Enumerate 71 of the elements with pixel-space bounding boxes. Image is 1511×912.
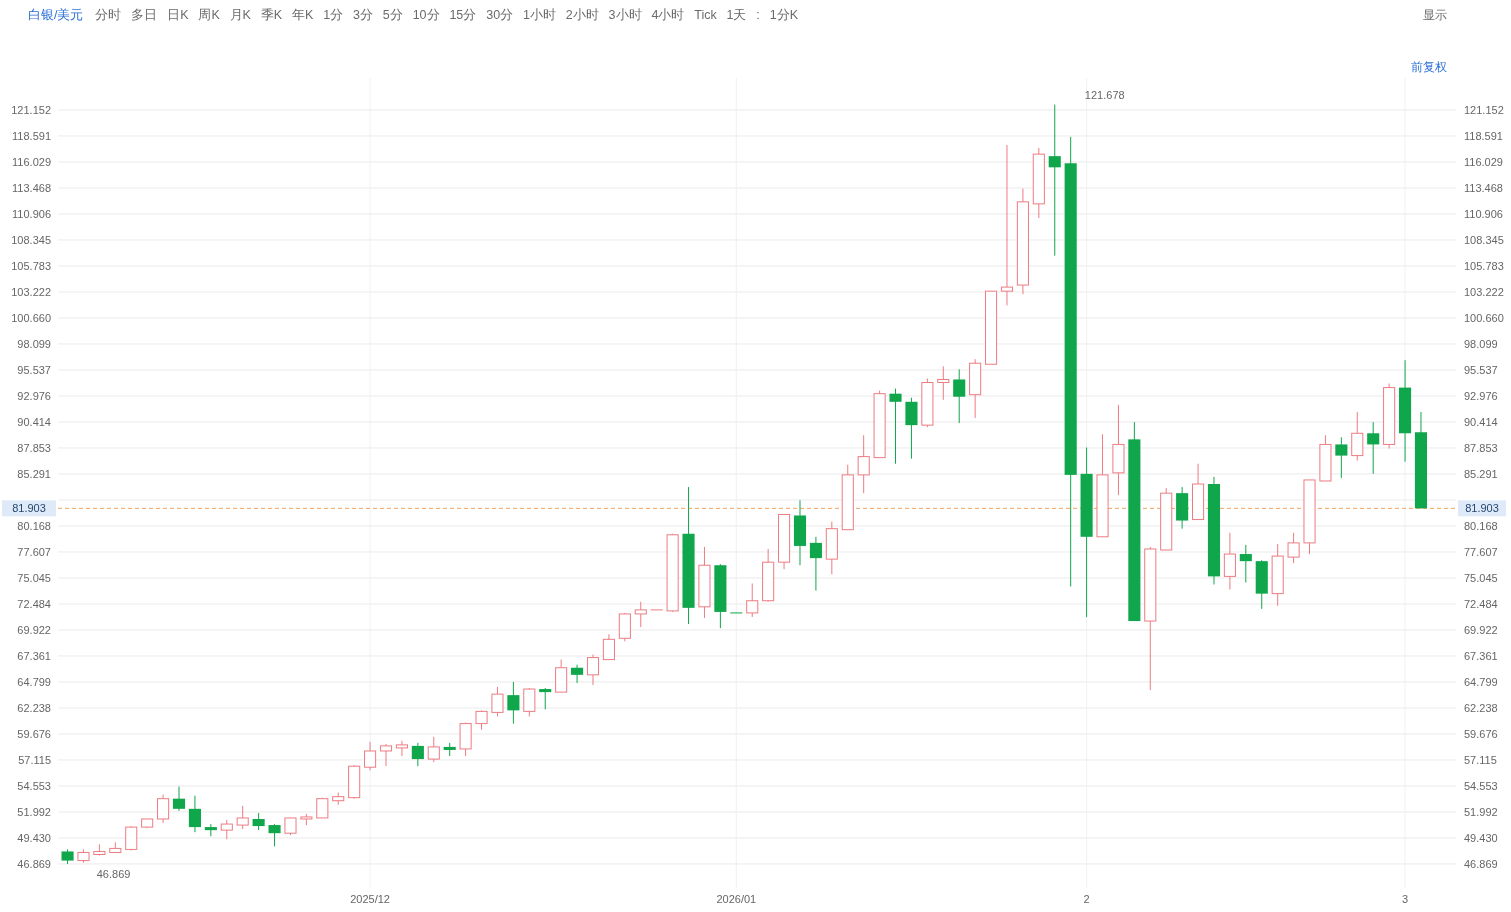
y-tick-label: 85.291 <box>17 467 51 480</box>
x-tick-label: 2 <box>1083 893 1090 905</box>
y2-tick-label: 51.992 <box>1464 805 1498 818</box>
y2-tick-label: 49.430 <box>1464 831 1498 844</box>
y2-tick-label: 113.468 <box>1464 181 1503 194</box>
y-tick-label: 116.029 <box>12 155 51 168</box>
y2-tick-label: 75.045 <box>1464 571 1498 584</box>
y2-tick-label: 57.115 <box>1464 753 1497 766</box>
x-tick-label: 2026/01 <box>716 893 757 905</box>
y-tick-label: 75.045 <box>17 571 51 584</box>
y-tick-label: 57.115 <box>18 753 51 766</box>
y2-tick-label: 72.484 <box>1464 597 1498 610</box>
y2-tick-label: 121.152 <box>1464 103 1504 116</box>
ref-label: 81.903 <box>1458 500 1506 517</box>
y-tick-label: 46.869 <box>17 857 51 870</box>
y2-tick-label: 59.676 <box>1464 727 1498 740</box>
x-tick-label: 2025/12 <box>350 893 390 905</box>
y-tick-label: 54.553 <box>17 779 51 792</box>
y-tick-label: 72.484 <box>17 597 51 610</box>
y2-tick-label: 67.361 <box>1464 649 1498 662</box>
y2-tick-label: 69.922 <box>1464 623 1498 636</box>
y2-tick-label: 77.607 <box>1464 545 1498 558</box>
y-tick-label: 51.992 <box>17 805 51 818</box>
x-tick-label: 3 <box>1402 893 1409 905</box>
y-tick-label: 121.152 <box>11 103 51 116</box>
y2-tick-label: 98.099 <box>1464 337 1498 350</box>
note: 121.678 <box>1084 88 1125 101</box>
y-tick-label: 110.906 <box>12 207 51 220</box>
y-tick-label: 69.922 <box>17 623 51 636</box>
y2-tick-label: 64.799 <box>1464 675 1498 688</box>
y-tick-label: 118.591 <box>12 129 51 142</box>
y2-tick-label: 54.553 <box>1464 779 1498 792</box>
toolbar: 分时 多日 日K 周K 月K 季K 年K 1分 3分 5分 10分 15分 30分 1小时 2小时 3小时 4小时 Tick 1天 : 1分K <box>95 8 798 22</box>
y-tick-label: 62.238 <box>17 701 51 714</box>
y-tick-label: 59.676 <box>17 727 51 740</box>
y2-tick-label: 108.345 <box>1464 233 1504 246</box>
y2-tick-label: 116.029 <box>1464 155 1503 168</box>
y2-tick-label: 46.869 <box>1464 857 1498 870</box>
title: 白银/美元 <box>28 8 84 22</box>
y-tick-label: 92.976 <box>17 389 51 402</box>
control: 显示 <box>1423 8 1447 22</box>
y2-tick-label: 105.783 <box>1464 259 1504 272</box>
y-tick-label: 90.414 <box>17 415 51 428</box>
y-tick-label: 100.660 <box>11 311 51 324</box>
y2-tick-label: 62.238 <box>1464 701 1498 714</box>
y2-tick-label: 100.660 <box>1464 311 1504 324</box>
y-tick-label: 103.222 <box>11 285 51 298</box>
y-tick-label: 95.537 <box>17 363 51 376</box>
note: 46.869 <box>96 867 131 880</box>
y-tick-label: 98.099 <box>17 337 51 350</box>
control: 前复权 <box>1411 60 1447 74</box>
y-tick-label: 87.853 <box>17 441 51 454</box>
y2-tick-label: 87.853 <box>1464 441 1498 454</box>
y2-tick-label: 103.222 <box>1464 285 1504 298</box>
ref-line-label: 81.903 <box>1465 502 1499 515</box>
y-tick-label: 113.468 <box>12 181 51 194</box>
y-tick-label: 67.361 <box>17 649 51 662</box>
y-tick-label: 108.345 <box>11 233 51 246</box>
y2-tick-label: 80.168 <box>1464 519 1498 532</box>
y-tick-label: 77.607 <box>17 545 51 558</box>
ref-label: 81.903 <box>2 500 56 517</box>
y2-tick-label: 110.906 <box>1464 207 1503 220</box>
y2-tick-label: 90.414 <box>1464 415 1498 428</box>
y-tick-label: 49.430 <box>17 831 51 844</box>
y-tick-label: 64.799 <box>17 675 51 688</box>
y2-tick-label: 85.291 <box>1464 467 1498 480</box>
y-tick-label: 105.783 <box>11 259 51 272</box>
y-tick-label: 80.168 <box>17 519 51 532</box>
y2-tick-label: 92.976 <box>1464 389 1498 402</box>
y2-tick-label: 95.537 <box>1464 363 1498 376</box>
y2-tick-label: 118.591 <box>1464 129 1503 142</box>
